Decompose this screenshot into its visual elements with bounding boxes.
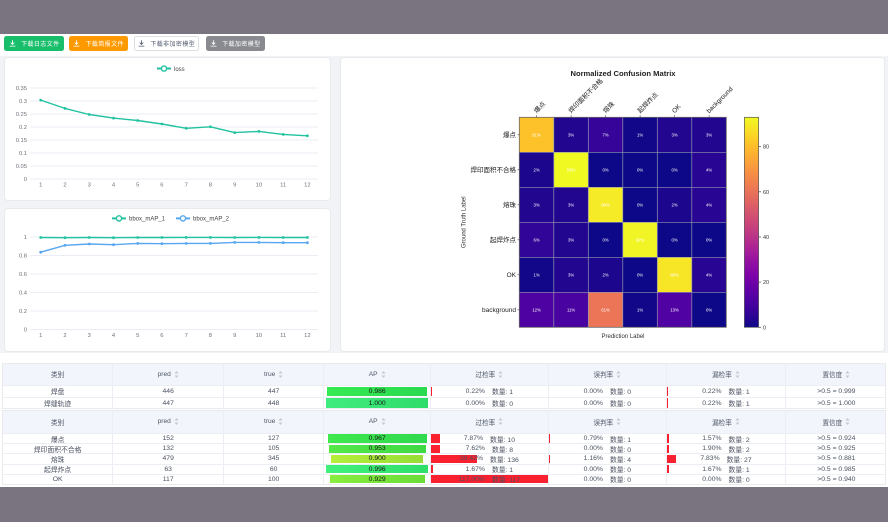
svg-text:80: 80 (763, 145, 769, 151)
svg-text:熔珠: 熔珠 (503, 200, 517, 209)
svg-text:0.8: 0.8 (19, 254, 27, 260)
svg-text:92%: 92% (636, 237, 645, 242)
svg-text:4%: 4% (706, 167, 712, 172)
svg-text:bbox_mAP_1: bbox_mAP_1 (129, 217, 166, 223)
svg-text:3%: 3% (568, 272, 574, 277)
svg-text:8: 8 (209, 333, 212, 339)
svg-text:3%: 3% (568, 237, 574, 242)
svg-text:3: 3 (88, 333, 91, 339)
svg-text:loss: loss (174, 67, 185, 73)
svg-text:0.6: 0.6 (19, 272, 27, 278)
svg-text:13%: 13% (670, 307, 679, 312)
svg-text:61%: 61% (601, 307, 610, 312)
svg-text:3%: 3% (568, 202, 574, 207)
svg-text:7: 7 (185, 333, 188, 339)
svg-text:0%: 0% (637, 272, 643, 277)
svg-text:OK: OK (507, 272, 517, 279)
svg-text:12: 12 (304, 183, 310, 189)
svg-text:89%: 89% (670, 272, 679, 277)
svg-text:bbox_mAP_2: bbox_mAP_2 (193, 217, 230, 223)
svg-text:OK: OK (671, 103, 683, 115)
svg-text:0%: 0% (602, 237, 608, 242)
svg-text:6%: 6% (533, 237, 539, 242)
svg-text:background: background (482, 307, 516, 314)
svg-text:焊印面积不合格: 焊印面积不合格 (566, 76, 605, 115)
svg-text:爆点: 爆点 (503, 130, 517, 139)
svg-text:3%: 3% (533, 202, 539, 207)
svg-text:4: 4 (112, 183, 116, 189)
svg-text:2: 2 (63, 333, 66, 339)
svg-text:1%: 1% (637, 307, 643, 312)
svg-text:8: 8 (209, 183, 212, 189)
svg-text:9: 9 (233, 333, 236, 339)
svg-text:2%: 2% (671, 202, 677, 207)
svg-text:2%: 2% (602, 272, 608, 277)
svg-text:6: 6 (160, 333, 163, 339)
svg-text:1%: 1% (533, 272, 539, 277)
svg-text:0.2: 0.2 (19, 125, 27, 131)
svg-text:0%: 0% (637, 167, 643, 172)
svg-text:0.1: 0.1 (19, 151, 27, 157)
svg-text:11%: 11% (567, 307, 575, 312)
svg-text:0.35: 0.35 (16, 86, 27, 92)
svg-text:0.25: 0.25 (16, 112, 27, 118)
svg-text:3%: 3% (568, 132, 574, 137)
svg-text:熔珠: 熔珠 (601, 99, 617, 115)
svg-text:Ground Truth Label: Ground Truth Label (462, 196, 468, 248)
svg-text:3: 3 (88, 183, 91, 189)
svg-text:0%: 0% (671, 167, 677, 172)
svg-text:爆点: 爆点 (532, 99, 548, 115)
svg-text:4%: 4% (706, 202, 712, 207)
svg-text:0: 0 (763, 325, 766, 331)
svg-text:0%: 0% (602, 167, 608, 172)
svg-text:7: 7 (185, 183, 188, 189)
svg-text:0.4: 0.4 (19, 291, 28, 297)
svg-text:0.15: 0.15 (16, 138, 27, 144)
svg-text:0%: 0% (637, 202, 643, 207)
svg-text:4%: 4% (706, 272, 712, 277)
svg-text:Prediction Label: Prediction Label (601, 334, 644, 340)
svg-text:0.05: 0.05 (16, 164, 27, 170)
svg-text:10: 10 (256, 183, 262, 189)
svg-text:40: 40 (763, 235, 769, 241)
svg-text:12: 12 (304, 333, 310, 339)
svg-text:background: background (706, 86, 735, 115)
svg-text:1%: 1% (637, 132, 643, 137)
svg-text:6: 6 (160, 183, 163, 189)
svg-text:4: 4 (112, 333, 116, 339)
svg-text:起焊炸点: 起焊炸点 (635, 90, 660, 115)
svg-text:1: 1 (39, 183, 42, 189)
svg-text:7%: 7% (602, 132, 608, 137)
svg-text:9: 9 (233, 183, 236, 189)
svg-text:3%: 3% (671, 132, 677, 137)
svg-text:起焊炸点: 起焊炸点 (490, 235, 517, 244)
svg-text:20: 20 (763, 280, 769, 286)
svg-text:5: 5 (136, 333, 139, 339)
svg-text:81%: 81% (532, 132, 541, 137)
svg-text:11: 11 (280, 333, 286, 339)
svg-text:0: 0 (24, 328, 27, 334)
svg-text:3%: 3% (706, 132, 712, 137)
svg-text:2: 2 (63, 183, 66, 189)
svg-text:0.2: 0.2 (19, 309, 27, 315)
svg-text:Normalized Confusion Matrix: Normalized Confusion Matrix (570, 69, 676, 78)
svg-text:1: 1 (39, 333, 42, 339)
svg-text:0: 0 (24, 177, 27, 183)
svg-text:11: 11 (280, 183, 286, 189)
svg-text:10: 10 (256, 333, 262, 339)
svg-text:1: 1 (24, 235, 27, 241)
svg-text:90%: 90% (601, 202, 610, 207)
svg-text:5: 5 (136, 183, 139, 189)
svg-text:0%: 0% (706, 237, 712, 242)
svg-text:12%: 12% (532, 307, 541, 312)
svg-text:0.3: 0.3 (19, 99, 27, 105)
svg-text:2%: 2% (533, 167, 539, 172)
svg-text:60: 60 (763, 190, 769, 196)
svg-text:焊印面积不合格: 焊印面积不合格 (471, 165, 517, 174)
svg-text:0%: 0% (671, 237, 677, 242)
svg-text:0%: 0% (706, 307, 712, 312)
svg-text:93%: 93% (567, 167, 576, 172)
